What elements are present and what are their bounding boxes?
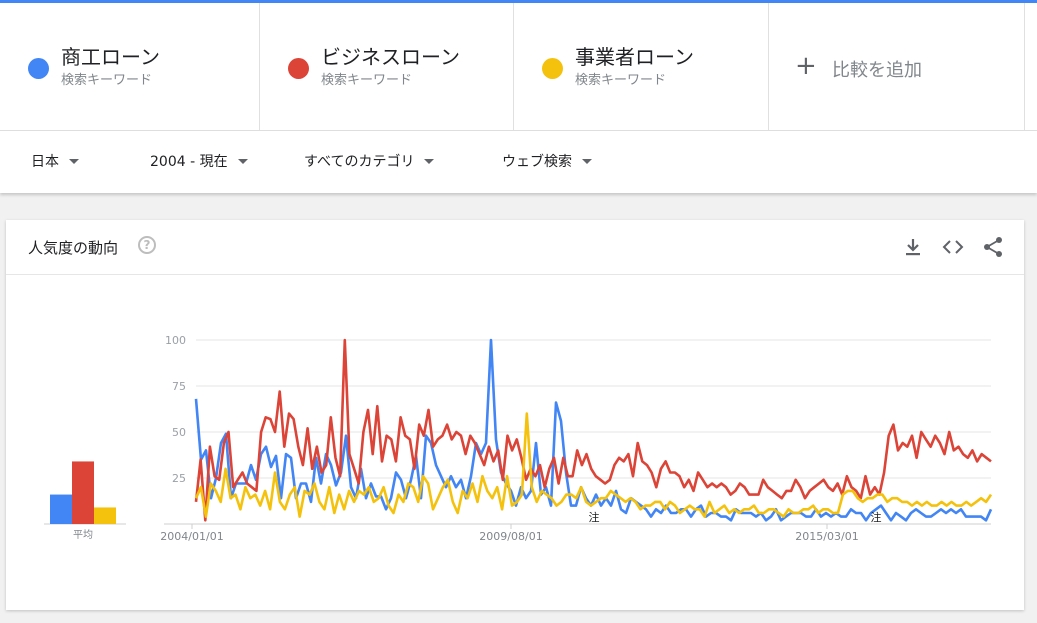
- category-filter-label: すべてのカテゴリ: [304, 154, 415, 170]
- term-name-3: 事業者ローン: [575, 45, 694, 69]
- x-tick-label: 2015/03/01: [795, 530, 858, 543]
- term-type-2: 検索キーワード: [321, 73, 413, 88]
- chevron-down-icon: [69, 158, 79, 164]
- chevron-down-icon: [237, 158, 248, 164]
- search-type-filter-label: ウェブ検索: [502, 154, 572, 170]
- x-tick-label: 2009/08/01: [479, 530, 542, 543]
- term-name-1: 商工ローン: [61, 45, 160, 69]
- term-card-1[interactable]: 商工ローン 検索キーワード: [0, 3, 260, 130]
- category-filter[interactable]: すべてのカテゴリ: [304, 151, 435, 171]
- average-bar: [72, 461, 94, 524]
- period-filter-label: 2004 - 現在: [150, 154, 228, 170]
- y-tick-label: 50: [172, 426, 186, 439]
- y-tick-label: 75: [172, 380, 186, 393]
- y-tick-label: 25: [172, 472, 186, 485]
- filters-bar: 日本 2004 - 現在 すべてのカテゴリ ウェブ検索: [0, 131, 1037, 193]
- period-filter[interactable]: 2004 - 現在: [150, 151, 248, 171]
- interest-over-time-card: 人気度の動向 ? 100 75 50 25 2004/01/01 2009/08/01 20…: [6, 220, 1024, 610]
- term-color-dot-2: [288, 58, 309, 79]
- card-header: 人気度の動向 ?: [6, 220, 1024, 275]
- search-type-filter[interactable]: ウェブ検索: [502, 151, 592, 171]
- average-bar: [94, 507, 116, 524]
- term-color-dot-1: [28, 58, 49, 79]
- trends-chart: 100 75 50 25 2004/01/01 2009/08/01 2015/03/01 平…: [44, 334, 993, 543]
- top-accent-line: [0, 0, 1037, 3]
- plus-icon: +: [795, 51, 817, 81]
- add-comparison-label: 比較を追加: [832, 60, 922, 81]
- term-card-3[interactable]: 事業者ローン 検索キーワード: [514, 3, 769, 130]
- x-tick-label: 2004/01/01: [160, 530, 223, 543]
- question-mark-icon[interactable]: ?: [138, 236, 156, 254]
- chevron-down-icon: [424, 158, 435, 164]
- note-marker: 注: [589, 510, 600, 524]
- download-icon[interactable]: [902, 236, 924, 258]
- term-type-1: 検索キーワード: [61, 73, 153, 88]
- average-bar: [50, 494, 72, 524]
- terms-bar-end: [1025, 3, 1037, 130]
- term-type-3: 検索キーワード: [575, 73, 667, 88]
- term-name-2: ビジネスローン: [321, 45, 460, 69]
- series-line-2: [194, 338, 992, 522]
- region-filter[interactable]: 日本: [31, 151, 79, 171]
- average-label: 平均: [73, 529, 93, 541]
- series-line-1: [194, 338, 993, 522]
- share-icon[interactable]: [982, 236, 1004, 258]
- term-card-2[interactable]: ビジネスローン 検索キーワード: [260, 3, 514, 130]
- series-line-3: [194, 412, 993, 518]
- y-tick-label: 100: [165, 334, 186, 347]
- region-filter-label: 日本: [31, 154, 59, 170]
- embed-code-icon[interactable]: [942, 236, 964, 258]
- term-color-dot-3: [542, 58, 563, 79]
- add-comparison-button[interactable]: + 比較を追加: [769, 3, 1025, 130]
- note-marker: 注: [871, 510, 882, 524]
- chevron-down-icon: [582, 158, 592, 164]
- card-title: 人気度の動向: [28, 239, 119, 257]
- compare-terms-bar: 商工ローン 検索キーワード ビジネスローン 検索キーワード 事業者ローン 検索キ…: [0, 3, 1037, 131]
